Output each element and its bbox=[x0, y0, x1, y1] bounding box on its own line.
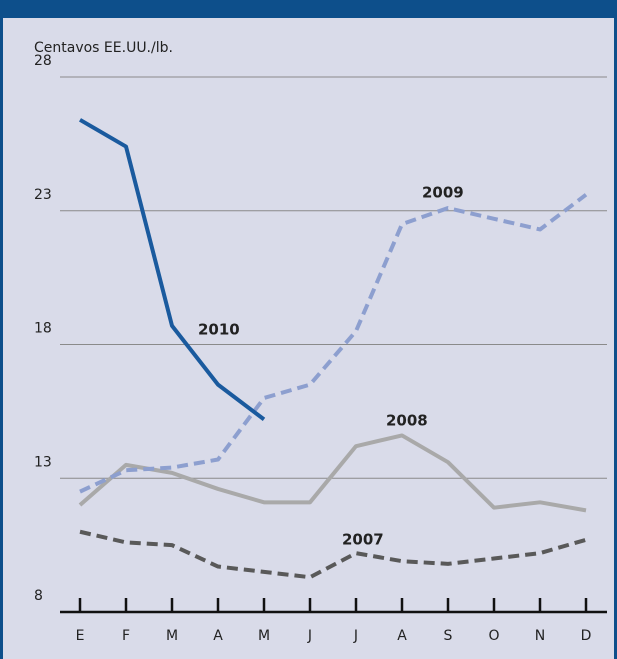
series-line bbox=[78, 118, 266, 421]
top-band bbox=[0, 0, 617, 18]
x-tick-label: E bbox=[76, 628, 85, 644]
x-tick-label: M bbox=[166, 628, 178, 644]
x-tick-label: S bbox=[444, 628, 453, 644]
y-tick-label: 23 bbox=[34, 187, 52, 203]
y-tick-label: 8 bbox=[34, 588, 43, 604]
y-tick-label: 28 bbox=[34, 53, 52, 69]
x-tick-label: N bbox=[535, 628, 545, 644]
series-label: 2007 bbox=[342, 531, 384, 549]
y-tick-label: 18 bbox=[34, 321, 52, 337]
x-tick-label: A bbox=[213, 628, 223, 644]
series-label: 2009 bbox=[422, 184, 464, 202]
series-line bbox=[79, 529, 587, 580]
series-line bbox=[79, 193, 588, 494]
x-tick-label: J bbox=[353, 628, 358, 644]
series-label: 2008 bbox=[386, 412, 428, 430]
x-tick-label: M bbox=[258, 628, 270, 644]
x-tick-label: J bbox=[307, 628, 312, 644]
right-border bbox=[614, 0, 617, 659]
x-tick-label: D bbox=[581, 628, 592, 644]
y-tick-label: 13 bbox=[34, 454, 52, 470]
x-tick-label: O bbox=[488, 628, 499, 644]
series-line bbox=[78, 433, 587, 513]
left-border bbox=[0, 0, 3, 659]
series-label: 2010 bbox=[198, 321, 240, 339]
x-tick-label: F bbox=[122, 628, 130, 644]
x-tick-label: A bbox=[397, 628, 407, 644]
y-axis-label: Centavos EE.UU./lb. bbox=[34, 40, 173, 56]
